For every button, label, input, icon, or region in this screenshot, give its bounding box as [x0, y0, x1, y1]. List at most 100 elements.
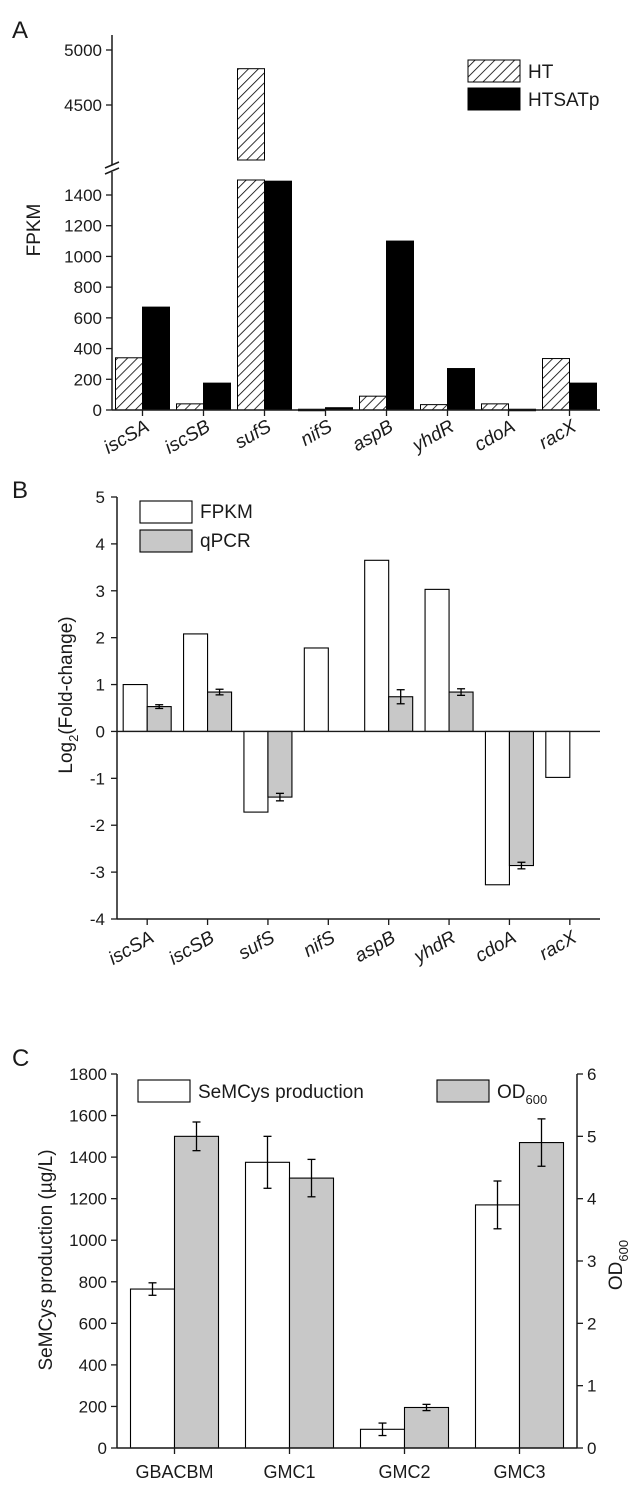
y-tick-label-a-400: 400 [74, 340, 102, 359]
y-tick-label-c-left-800: 800 [79, 1273, 107, 1292]
panel-b-chart: B Log2(Fold-change) iscSA iscSB sufS nifS as… [12, 477, 600, 970]
y-tick-label-b--3: -3 [90, 863, 105, 882]
bar-c-od-GMC3 [518, 1142, 565, 1449]
bar-a-htsatp-racX [569, 382, 597, 411]
y-tick-label-c-right-1: 1 [587, 1377, 596, 1396]
y-tick-label-a-1200: 1200 [64, 217, 102, 236]
bar-b-fpkm-iscSA [122, 684, 148, 732]
y-tick-label-c-right-0: 0 [587, 1439, 596, 1458]
legend-swatch-od [436, 1079, 490, 1103]
y-tick-label-b--1: -1 [90, 769, 105, 788]
legend-label-fpkm: FPKM [200, 502, 253, 523]
bar-b-fpkm-racX [545, 730, 571, 778]
legend-label-htsatp: HTSATp [528, 90, 599, 111]
y-tick-label-c-right-6: 6 [587, 1065, 596, 1084]
panel-c-letter: C [12, 1045, 29, 1072]
panel-c-left-y-axis-title: SeMCys production (µg/L) [36, 1149, 57, 1370]
bar-b-fpkm-yhdR [424, 588, 450, 732]
bar-c-semcys-GMC3 [474, 1204, 521, 1449]
bar-b-qpcr-iscSA [146, 706, 172, 732]
y-tick-label-a-800: 800 [74, 278, 102, 297]
y-tick-label-b-5: 5 [96, 488, 105, 507]
y-tick-label-a-200: 200 [74, 370, 102, 389]
legend-swatch-htsatp [467, 87, 521, 111]
bar-c-semcys-GMC1 [244, 1161, 291, 1449]
y-tick-label-c-left-1200: 1200 [69, 1190, 107, 1209]
x-tick-label-a-cdoA: cdoA [471, 416, 519, 456]
legend-label-od-main: OD [497, 1082, 526, 1103]
bar-a-htsatp-yhdR [447, 368, 475, 411]
y-tick-label-c-right-4: 4 [587, 1190, 596, 1209]
legend-swatch-fpkm [139, 500, 193, 524]
bar-a-ht-racX [542, 358, 570, 411]
bar-b-fpkm-nifS [303, 647, 329, 732]
legend-label-qpcr: qPCR [200, 531, 251, 552]
legend-swatch-ht [467, 59, 521, 83]
panel-a-letter: A [12, 17, 28, 44]
y-tick-label-c-right-3: 3 [587, 1252, 596, 1271]
bar-a-ht-sufS-lower [237, 179, 265, 411]
x-tick-label-a-sufS: sufS [232, 416, 276, 453]
bar-b-qpcr-sufS [267, 730, 293, 798]
y-tick-label-c-left-400: 400 [79, 1356, 107, 1375]
y-tick-label-c-left-0: 0 [98, 1439, 107, 1458]
x-tick-label-b-cdoA: cdoA [472, 927, 520, 967]
axis-break-mark-1 [104, 161, 120, 169]
y-tick-label-c-right-2: 2 [587, 1314, 596, 1333]
x-tick-label-b-iscSB: iscSB [165, 927, 218, 970]
panel-a-chart: A FPKM iscSA iscSB sufS nifS aspB yhdR cdoA rac… [12, 17, 600, 459]
panel-c-right-y-axis-title: OD600 [606, 1240, 631, 1290]
y-tick-label-c-right-5: 5 [587, 1127, 596, 1146]
y-tick-label-c-left-200: 200 [79, 1397, 107, 1416]
y-tick-label-a-1000: 1000 [64, 247, 102, 266]
x-tick-label-b-yhdR: yhdR [409, 927, 460, 969]
bar-c-od-GMC1 [288, 1177, 335, 1449]
y-tick-label-b-3: 3 [96, 582, 105, 601]
x-tick-label-a-nifS: nifS [297, 416, 336, 451]
bar-c-semcys-GBACBM [129, 1288, 176, 1449]
y-tick-label-b-2: 2 [96, 629, 105, 648]
y-tick-label-a-4500: 4500 [64, 96, 102, 115]
panel-b-letter: B [12, 477, 28, 504]
legend-label-od: OD600 [497, 1082, 547, 1107]
y-tick-label-c-left-600: 600 [79, 1314, 107, 1333]
panel-a-y-axis-title: FPKM [24, 204, 45, 257]
x-tick-label-c-GBACBM: GBACBM [135, 1462, 213, 1482]
y-tick-label-a-0: 0 [93, 401, 102, 420]
legend-swatch-semcys [137, 1079, 191, 1103]
bar-a-htsatp-iscSA [142, 306, 170, 411]
bar-a-htsatp-iscSB [203, 382, 231, 411]
y-tick-label-c-left-1800: 1800 [69, 1065, 107, 1084]
x-tick-label-a-aspB: aspB [349, 416, 397, 456]
bar-a-htsatp-aspB [386, 240, 414, 411]
legend-label-od-sub: 600 [526, 1092, 548, 1107]
y-tick-label-c-left-1400: 1400 [69, 1148, 107, 1167]
x-tick-label-a-iscSB: iscSB [161, 416, 214, 459]
bar-b-qpcr-cdoA [508, 730, 534, 867]
x-tick-label-b-aspB: aspB [351, 927, 399, 967]
x-tick-label-b-iscSA: iscSA [105, 927, 158, 969]
x-tick-label-a-iscSA: iscSA [100, 416, 153, 458]
bar-a-ht-sufS-upper [237, 68, 265, 161]
panel-b-y-axis-title: Log2(Fold-change) [56, 616, 81, 773]
bar-c-od-GMC2 [403, 1406, 450, 1449]
x-tick-label-c-GMC3: GMC3 [493, 1462, 545, 1482]
bar-c-od-GBACBM [173, 1135, 220, 1449]
bar-a-ht-cdoA [481, 403, 509, 411]
y-tick-label-b-1: 1 [96, 676, 105, 695]
y-tick-label-c-left-1000: 1000 [69, 1231, 107, 1250]
y-tick-label-a-1400: 1400 [64, 186, 102, 205]
y-tick-label-c-left-1600: 1600 [69, 1107, 107, 1126]
panel-c-chart: C SeMCys production (µg/L) OD600 GBACBM G… [12, 1045, 631, 1482]
x-tick-label-b-nifS: nifS [300, 927, 339, 962]
y-tick-label-a-5000: 5000 [64, 41, 102, 60]
y-tick-label-b-4: 4 [96, 535, 105, 554]
bar-a-ht-iscSB [176, 403, 204, 411]
bar-b-qpcr-yhdR [448, 691, 474, 732]
legend-swatch-qpcr [139, 529, 193, 553]
bar-a-htsatp-sufS [264, 180, 292, 411]
axis-break-mark-2 [104, 167, 120, 175]
x-tick-label-b-racX: racX [536, 926, 581, 964]
y-tick-label-b-0: 0 [96, 722, 105, 741]
